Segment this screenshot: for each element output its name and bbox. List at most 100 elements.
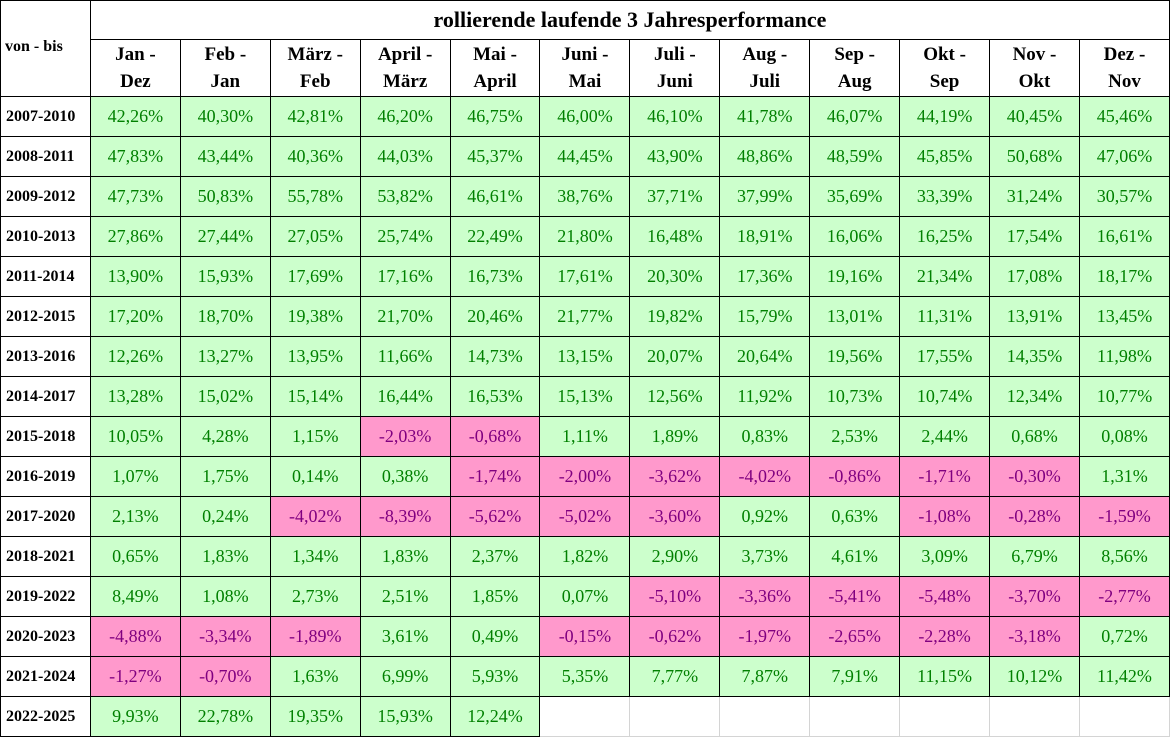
empty-cell[interactable] — [989, 696, 1080, 737]
positive-value-cell[interactable]: 30,57% — [1078, 176, 1170, 217]
month-header[interactable]: Feb - Jan — [179, 39, 271, 97]
positive-value-cell[interactable]: 12,26% — [89, 336, 181, 377]
negative-value-cell[interactable]: -0,68% — [449, 416, 541, 457]
positive-value-cell[interactable]: 19,16% — [809, 256, 901, 297]
positive-value-cell[interactable]: 10,05% — [89, 416, 181, 457]
negative-value-cell[interactable]: -0,30% — [989, 456, 1080, 497]
negative-value-cell[interactable]: -1,27% — [89, 656, 181, 697]
positive-value-cell[interactable]: 17,36% — [719, 256, 811, 297]
positive-value-cell[interactable]: 22,49% — [449, 216, 541, 257]
positive-value-cell[interactable]: 19,35% — [269, 696, 361, 737]
negative-value-cell[interactable]: -3,34% — [179, 616, 271, 657]
period-cell[interactable]: 2010-2013 — [0, 216, 91, 257]
month-header[interactable]: Juni - Mai — [539, 39, 631, 97]
negative-value-cell[interactable]: -2,28% — [899, 616, 991, 657]
empty-cell[interactable] — [899, 696, 991, 737]
positive-value-cell[interactable]: 20,46% — [449, 296, 541, 337]
positive-value-cell[interactable]: 43,44% — [179, 136, 271, 177]
positive-value-cell[interactable]: 2,53% — [809, 416, 901, 457]
positive-value-cell[interactable]: 7,77% — [629, 656, 721, 697]
positive-value-cell[interactable]: 1,07% — [89, 456, 181, 497]
positive-value-cell[interactable]: 11,98% — [1078, 336, 1170, 377]
positive-value-cell[interactable]: 2,44% — [899, 416, 991, 457]
positive-value-cell[interactable]: 15,02% — [179, 376, 271, 417]
positive-value-cell[interactable]: 13,45% — [1078, 296, 1170, 337]
positive-value-cell[interactable]: 0,08% — [1078, 416, 1170, 457]
positive-value-cell[interactable]: 14,73% — [449, 336, 541, 377]
positive-value-cell[interactable]: 15,14% — [269, 376, 361, 417]
positive-value-cell[interactable]: 1,85% — [449, 576, 541, 617]
positive-value-cell[interactable]: 13,01% — [809, 296, 901, 337]
month-header[interactable]: Aug - Juli — [719, 39, 811, 97]
positive-value-cell[interactable]: 13,90% — [89, 256, 181, 297]
negative-value-cell[interactable]: -2,03% — [359, 416, 451, 457]
positive-value-cell[interactable]: 40,45% — [989, 96, 1080, 137]
positive-value-cell[interactable]: 50,68% — [989, 136, 1080, 177]
positive-value-cell[interactable]: 0,72% — [1078, 616, 1170, 657]
positive-value-cell[interactable]: 8,49% — [89, 576, 181, 617]
period-cell[interactable]: 2019-2022 — [0, 576, 91, 617]
positive-value-cell[interactable]: 10,12% — [989, 656, 1080, 697]
positive-value-cell[interactable]: 17,54% — [989, 216, 1080, 257]
positive-value-cell[interactable]: 0,14% — [269, 456, 361, 497]
positive-value-cell[interactable]: 16,48% — [629, 216, 721, 257]
positive-value-cell[interactable]: 53,82% — [359, 176, 451, 217]
positive-value-cell[interactable]: 31,24% — [989, 176, 1080, 217]
positive-value-cell[interactable]: 10,74% — [899, 376, 991, 417]
positive-value-cell[interactable]: 13,91% — [989, 296, 1080, 337]
negative-value-cell[interactable]: -3,18% — [989, 616, 1080, 657]
positive-value-cell[interactable]: 7,91% — [809, 656, 901, 697]
positive-value-cell[interactable]: 1,75% — [179, 456, 271, 497]
positive-value-cell[interactable]: 4,61% — [809, 536, 901, 577]
negative-value-cell[interactable]: -0,62% — [629, 616, 721, 657]
empty-cell[interactable] — [539, 696, 631, 737]
positive-value-cell[interactable]: 15,79% — [719, 296, 811, 337]
positive-value-cell[interactable]: 15,13% — [539, 376, 631, 417]
positive-value-cell[interactable]: 10,77% — [1078, 376, 1170, 417]
positive-value-cell[interactable]: 38,76% — [539, 176, 631, 217]
positive-value-cell[interactable]: 44,19% — [899, 96, 991, 137]
positive-value-cell[interactable]: 15,93% — [359, 696, 451, 737]
negative-value-cell[interactable]: -5,48% — [899, 576, 991, 617]
negative-value-cell[interactable]: -1,08% — [899, 496, 991, 537]
negative-value-cell[interactable]: -2,00% — [539, 456, 631, 497]
positive-value-cell[interactable]: 0,65% — [89, 536, 181, 577]
positive-value-cell[interactable]: 1,83% — [179, 536, 271, 577]
positive-value-cell[interactable]: 0,92% — [719, 496, 811, 537]
positive-value-cell[interactable]: 8,56% — [1078, 536, 1170, 577]
period-cell[interactable]: 2014-2017 — [0, 376, 91, 417]
positive-value-cell[interactable]: 47,06% — [1078, 136, 1170, 177]
negative-value-cell[interactable]: -1,97% — [719, 616, 811, 657]
positive-value-cell[interactable]: 2,37% — [449, 536, 541, 577]
positive-value-cell[interactable]: 19,56% — [809, 336, 901, 377]
positive-value-cell[interactable]: 46,07% — [809, 96, 901, 137]
positive-value-cell[interactable]: 2,13% — [89, 496, 181, 537]
positive-value-cell[interactable]: 10,73% — [809, 376, 901, 417]
positive-value-cell[interactable]: 12,34% — [989, 376, 1080, 417]
positive-value-cell[interactable]: 17,69% — [269, 256, 361, 297]
positive-value-cell[interactable]: 40,36% — [269, 136, 361, 177]
negative-value-cell[interactable]: -0,15% — [539, 616, 631, 657]
positive-value-cell[interactable]: 17,16% — [359, 256, 451, 297]
month-header[interactable]: Sep - Aug — [809, 39, 901, 97]
month-header[interactable]: Jan - Dez — [89, 39, 181, 97]
positive-value-cell[interactable]: 50,83% — [179, 176, 271, 217]
empty-cell[interactable] — [1078, 696, 1170, 737]
empty-cell[interactable] — [809, 696, 901, 737]
positive-value-cell[interactable]: 11,15% — [899, 656, 991, 697]
month-header[interactable]: Mai - April — [449, 39, 541, 97]
positive-value-cell[interactable]: 5,93% — [449, 656, 541, 697]
positive-value-cell[interactable]: 42,26% — [89, 96, 181, 137]
month-header[interactable]: April - März — [359, 39, 451, 97]
positive-value-cell[interactable]: 16,53% — [449, 376, 541, 417]
positive-value-cell[interactable]: 2,90% — [629, 536, 721, 577]
negative-value-cell[interactable]: -4,88% — [89, 616, 181, 657]
positive-value-cell[interactable]: 21,77% — [539, 296, 631, 337]
positive-value-cell[interactable]: 37,99% — [719, 176, 811, 217]
positive-value-cell[interactable]: 1,82% — [539, 536, 631, 577]
positive-value-cell[interactable]: 11,92% — [719, 376, 811, 417]
negative-value-cell[interactable]: -4,02% — [269, 496, 361, 537]
negative-value-cell[interactable]: -2,77% — [1078, 576, 1170, 617]
positive-value-cell[interactable]: 0,68% — [989, 416, 1080, 457]
positive-value-cell[interactable]: 21,80% — [539, 216, 631, 257]
